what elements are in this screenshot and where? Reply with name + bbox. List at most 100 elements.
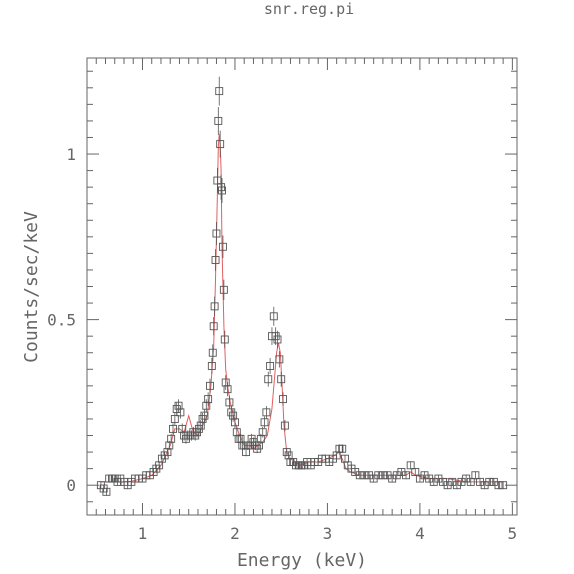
data-point [212, 221, 221, 246]
point-marker [466, 477, 475, 486]
data-point [494, 481, 503, 490]
data-point [231, 416, 239, 429]
chart-title: snr.reg.pi [264, 0, 354, 18]
axis-ticks [87, 58, 517, 515]
point-marker [209, 322, 218, 331]
point-marker [277, 375, 286, 384]
point-marker [275, 355, 284, 364]
x-tick-label: 4 [415, 524, 425, 543]
point-marker [411, 467, 420, 476]
data-point [214, 107, 223, 135]
point-marker [269, 312, 278, 321]
data-point [220, 330, 229, 349]
point-marker [471, 471, 480, 480]
point-marker [485, 477, 494, 486]
data-point [471, 471, 480, 480]
data-point [378, 471, 387, 480]
point-marker [212, 229, 221, 238]
point-marker [214, 116, 223, 125]
data-point [219, 279, 228, 300]
point-marker [406, 461, 415, 470]
data-point [167, 433, 176, 444]
point-marker [218, 186, 226, 195]
model-curve-layer [100, 134, 504, 483]
point-marker [279, 395, 287, 404]
data-point [210, 296, 219, 317]
data-point [402, 471, 410, 480]
point-marker [273, 335, 282, 344]
data-point [279, 392, 287, 406]
point-marker [167, 434, 176, 443]
point-marker [208, 348, 217, 357]
data-point [204, 392, 213, 406]
point-marker [207, 362, 216, 370]
point-marker [204, 395, 213, 404]
tick-labels: 1 2 3 4 5 0 0.5 1 [47, 145, 517, 543]
data-point [406, 461, 415, 470]
data-point [264, 371, 273, 387]
point-marker [206, 381, 214, 390]
data-point [207, 358, 216, 374]
data-point [262, 406, 271, 419]
point-marker [218, 242, 227, 251]
point-marker [260, 418, 269, 427]
point-marker [338, 444, 347, 453]
point-marker [378, 471, 387, 480]
x-axis-label: Energy (keV) [237, 550, 367, 571]
y-axis-label: Counts/sec/keV [21, 211, 42, 363]
data-point [273, 330, 282, 349]
point-marker [211, 256, 220, 264]
data-point [211, 249, 220, 271]
point-marker [225, 398, 234, 407]
data-point [338, 444, 347, 454]
data-point [218, 235, 227, 259]
point-marker [200, 411, 209, 420]
point-marker [355, 471, 364, 480]
point-marker [170, 415, 179, 423]
data-point [360, 471, 369, 480]
point-marker [264, 375, 273, 384]
data-point [411, 467, 420, 476]
point-marker [280, 421, 289, 430]
point-marker [223, 385, 232, 394]
point-marker [374, 471, 383, 480]
data-point [218, 177, 226, 203]
point-marker [231, 418, 239, 427]
data-point [216, 130, 225, 158]
x-tick-label: 5 [508, 524, 518, 543]
point-marker [494, 481, 503, 490]
data-point [209, 317, 218, 336]
point-marker [360, 471, 369, 480]
data-point [499, 481, 508, 490]
data-point [280, 419, 289, 432]
data-point [200, 409, 209, 422]
data-point [355, 471, 364, 480]
y-tick-label: 0 [66, 476, 76, 495]
data-point [215, 76, 224, 106]
x-tick-label: 1 [138, 524, 148, 543]
data-point [269, 306, 278, 326]
point-marker [258, 428, 267, 437]
data-point [275, 351, 284, 368]
data-point [223, 382, 232, 397]
data-point [206, 378, 214, 394]
data-point [169, 423, 177, 435]
plot-frame [86, 57, 518, 516]
data-point [374, 471, 383, 480]
model-curve [100, 134, 504, 483]
point-marker [499, 481, 508, 490]
y-tick-label: 0.5 [47, 311, 76, 330]
data-point [176, 406, 185, 419]
point-marker [266, 362, 275, 370]
point-marker [210, 302, 219, 311]
data-point [485, 477, 494, 486]
data-point [170, 413, 179, 425]
point-marker [220, 335, 229, 344]
data-point [225, 395, 234, 410]
y-tick-label: 1 [66, 145, 76, 164]
data-point [208, 344, 217, 362]
data-point [266, 358, 275, 374]
point-marker [262, 408, 271, 417]
data-point [102, 487, 111, 496]
